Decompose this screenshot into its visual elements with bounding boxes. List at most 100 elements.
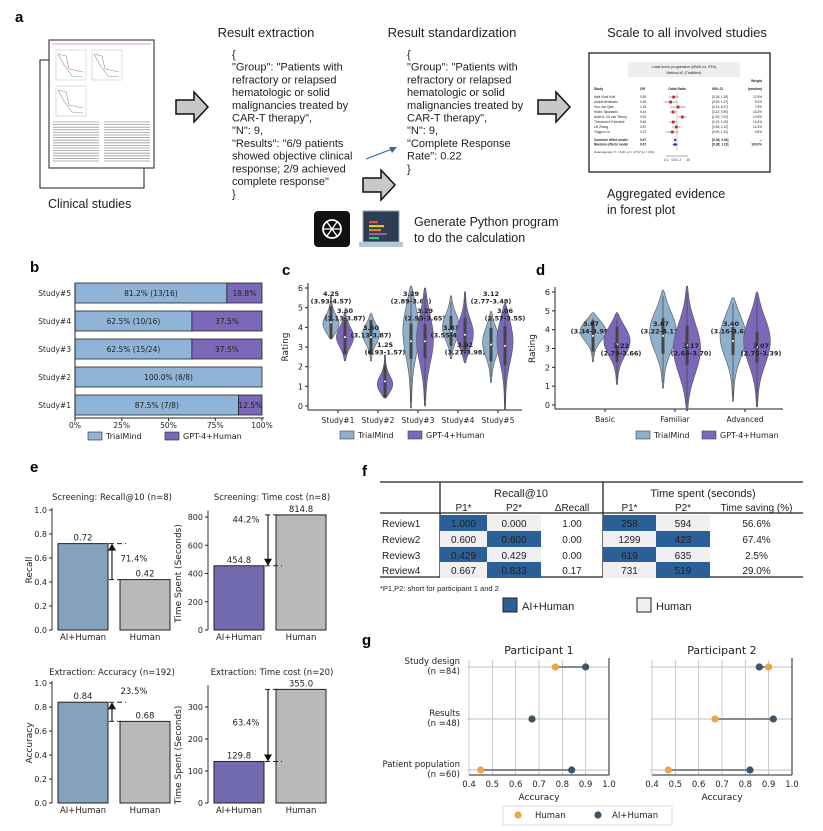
chart-title: Extraction: Time cost (n=20)	[211, 668, 334, 678]
table-cell: 519	[675, 566, 692, 577]
forest-ci: [0.19; 1.09]	[712, 120, 728, 124]
human-cell	[440, 562, 487, 578]
violin-value-label: 3.81	[443, 324, 460, 332]
violin-ci-label: (3.22-4.11)	[641, 328, 682, 336]
human-cell	[487, 547, 541, 563]
forest-summary-or: 0.67	[640, 143, 646, 147]
violin-value-label: 3.17	[683, 342, 699, 350]
y-tick-label: 800	[188, 513, 203, 522]
forest-header-odds-ratio: Odds Ratio	[668, 87, 686, 91]
table-cell: 0.17	[562, 566, 582, 577]
standardization-json-line: Rate": 0.22	[407, 151, 462, 163]
forest-weight: 9.8%	[755, 130, 762, 134]
forest-weight: 9.4%	[755, 100, 762, 104]
extraction-json-line: CAR-T therapy",	[232, 113, 312, 125]
legend-box	[502, 805, 673, 826]
legend-label: GPT-4+Human	[183, 432, 242, 441]
ai-human-cell	[440, 547, 487, 563]
y-tick-label: 2	[545, 363, 550, 372]
violin-value-label: 3.50	[337, 307, 354, 315]
panel-label-a: a	[15, 9, 24, 26]
violin-ci-label: (3.34-3.99)	[571, 328, 612, 336]
arrow-to-extraction	[175, 90, 210, 124]
arrow-to-standardization	[365, 148, 393, 160]
y-tick-label: 1.0	[34, 679, 47, 688]
panel-label-d: d	[536, 262, 545, 279]
violin-value-label: 3.50	[363, 324, 380, 332]
x-axis-label: Accuracy	[518, 793, 560, 803]
x-tick-label: 0.5	[669, 780, 683, 790]
y-tick-label: 0	[198, 626, 203, 635]
legend-label: AI+Human	[522, 601, 574, 613]
legend-swatch-ai-human	[502, 597, 518, 613]
table-column-header: P1*	[621, 503, 637, 514]
violin-value-label: 3.40	[723, 320, 740, 328]
y-tick-label: 1	[545, 382, 550, 391]
violin-ci-label: (2.79-3.66)	[601, 350, 642, 358]
y-tick-label: 0.6	[34, 727, 47, 736]
y-tick-label: 0.0	[34, 799, 47, 808]
code-line	[369, 237, 379, 240]
forest-axis-tick: 1	[676, 158, 678, 162]
forest-or: 3.02	[640, 115, 646, 119]
bar-gpt-4-human	[238, 394, 263, 416]
standardization-json-line: {	[407, 49, 411, 61]
forest-diamond	[673, 138, 677, 142]
bar-label: 87.5% (7/8)	[135, 401, 179, 410]
extraction-json-line: hematologic or solid	[232, 87, 330, 99]
table-cell: 67.4%	[742, 535, 770, 546]
aggregated-caption-line: in forest plot	[607, 203, 676, 217]
point-ai-human	[769, 715, 777, 723]
panel-label-f: f	[362, 463, 368, 480]
ai-human-cell	[603, 515, 656, 531]
violin-median-dot	[616, 343, 618, 346]
clinical-studies-label: Clinical studies	[48, 197, 131, 211]
extraction-json-line: complete response"	[232, 176, 329, 188]
legend-swatch	[339, 430, 355, 440]
y-category-label: Results	[429, 709, 460, 719]
percent-change-label: 71.4%	[120, 555, 147, 565]
forest-or: 0.44	[640, 110, 646, 114]
forest-summary-ci: [0.48; 0.94]	[712, 138, 728, 142]
table-column-header: ΔRecall	[555, 503, 589, 514]
human-cell	[487, 515, 541, 531]
y-tick-label: 0.2	[34, 775, 47, 784]
x-tick-label: 0%	[69, 421, 81, 430]
y-axis-label: Accuracy	[25, 722, 35, 764]
y-tick-label: 1	[298, 382, 303, 391]
x-tick-label: 75%	[207, 421, 224, 430]
arrow-head	[389, 147, 397, 153]
forest-study-name: Ashraf Abdelaziz	[594, 100, 618, 104]
bar-label: 81.2% (13/16)	[124, 289, 178, 298]
forest-summary-ci: [0.38; 1.19]	[712, 143, 728, 147]
km-curve	[93, 53, 120, 73]
violin-value-label: 3.07	[753, 342, 769, 350]
table-column-header: P2*	[506, 503, 522, 514]
table-cell: 635	[675, 551, 692, 562]
x-tick-label: Basic	[595, 415, 615, 424]
bar-value-label: 0.42	[136, 570, 155, 580]
extraction-json-line: malignancies treated by	[232, 100, 349, 112]
ai-human-cell	[656, 562, 710, 578]
paper-figure-1	[91, 49, 123, 81]
bar-ai-human	[57, 701, 109, 804]
km-curve	[93, 53, 120, 78]
forest-heterogeneity: Heterogeneity: I² = 61%, χ² = 17.97 (p =…	[594, 150, 655, 154]
forest-weight: 16.3%	[753, 110, 762, 114]
x-tick-label: 0.5	[486, 780, 500, 790]
legend-label: AI+Human	[612, 811, 658, 821]
extraction-json-line: showed objective clinical	[232, 151, 352, 163]
y-tick-label: 100	[188, 767, 203, 776]
y-tick-label: 300	[188, 703, 203, 712]
code-line	[369, 233, 387, 236]
point-ai-human	[582, 663, 590, 671]
table-cell: 0.600	[451, 535, 476, 546]
bar-value-label: 0.84	[74, 692, 93, 702]
forest-or: 0.87	[640, 125, 646, 129]
forest-study-name: Lei Zhang	[594, 125, 608, 129]
forest-point	[674, 125, 678, 129]
x-tick-label: Human	[286, 633, 317, 643]
table-row-label: Review2	[382, 535, 421, 546]
x-tick-label: 0.9	[762, 780, 776, 790]
bar-gpt-4-human	[191, 310, 263, 332]
